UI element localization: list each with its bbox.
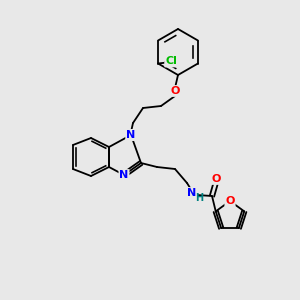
Text: N: N [188, 188, 196, 198]
Text: N: N [126, 130, 136, 140]
Text: Cl: Cl [165, 56, 177, 67]
Text: N: N [126, 130, 136, 140]
Text: O: O [211, 174, 221, 184]
Text: N: N [119, 170, 129, 180]
Text: O: O [225, 196, 235, 206]
Text: H: H [195, 193, 203, 203]
Text: O: O [170, 86, 180, 96]
